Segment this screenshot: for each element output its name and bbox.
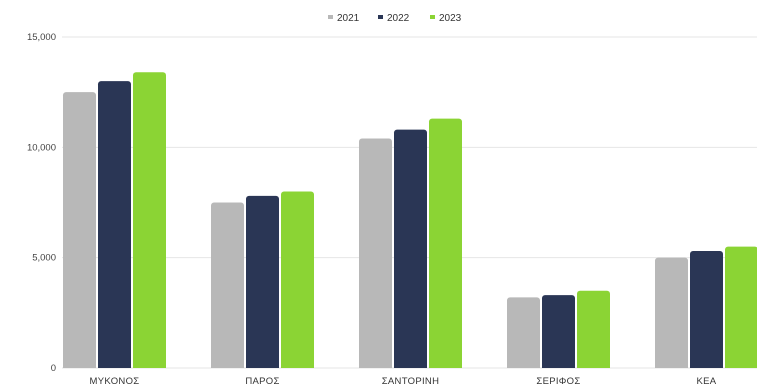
y-tick-label: 15,000 [27,32,56,43]
bar-2022-3 [542,295,575,368]
x-category-label: ΚΕΑ [697,376,717,387]
bar-2022-2 [394,129,427,368]
x-category-label: ΜΥΚΟΝΟΣ [90,376,140,387]
bar-base-2023-1 [281,364,314,368]
bar-base-2021-2 [359,364,392,368]
bar-2021-2 [359,138,392,368]
legend-swatch-2021 [328,15,333,19]
bar-2023-3 [577,290,610,368]
x-category-label: ΣΕΡΙΦΟΣ [536,376,580,387]
y-tick-label: 0 [51,363,56,374]
x-category-label: ΠΑΡΟΣ [245,376,279,387]
legend-swatch-2022 [378,15,383,19]
bar-base-2022-1 [246,364,279,368]
bar-2023-4 [725,246,757,368]
legend-label: 2021 [337,13,360,24]
bar-2021-1 [211,202,244,368]
bar-base-2023-0 [133,364,166,368]
legend-label: 2022 [387,13,410,24]
bar-base-2021-4 [655,364,688,368]
bar-2022-0 [98,81,131,368]
bar-base-2021-1 [211,364,244,368]
bar-2021-3 [507,297,540,368]
legend-swatch-2023 [430,15,435,19]
bar-2023-2 [429,118,462,368]
legend-label: 2023 [439,13,462,24]
bar-2021-4 [655,257,688,368]
y-tick-label: 10,000 [27,142,56,153]
bar-base-2022-0 [98,364,131,368]
bar-2021-0 [63,92,96,369]
y-axis-ticks: 0 5,000 10,000 15,000 [27,32,56,374]
bar-base-2021-0 [63,364,96,368]
y-tick-label: 5,000 [32,253,56,264]
bar-2023-1 [281,191,314,368]
bar-base-2021-3 [507,364,540,368]
bars [63,72,757,369]
x-category-label: ΣΑΝΤΟΡΙΝΗ [382,376,440,387]
legend: 2021 2022 2023 [328,13,462,24]
x-axis-categories: ΜΥΚΟΝΟΣ ΠΑΡΟΣ ΣΑΝΤΟΡΙΝΗ ΣΕΡΙΦΟΣ ΚΕΑ [90,376,717,387]
bar-2022-1 [246,195,279,368]
bar-base-2022-4 [690,364,723,368]
bar-base-2023-3 [577,364,610,368]
bar-base-2023-2 [429,364,462,368]
bar-2022-4 [690,251,723,368]
bar-base-2022-2 [394,364,427,368]
bar-base-2022-3 [542,364,575,368]
bar-2023-0 [133,72,166,368]
bar-base-2023-4 [725,364,757,368]
